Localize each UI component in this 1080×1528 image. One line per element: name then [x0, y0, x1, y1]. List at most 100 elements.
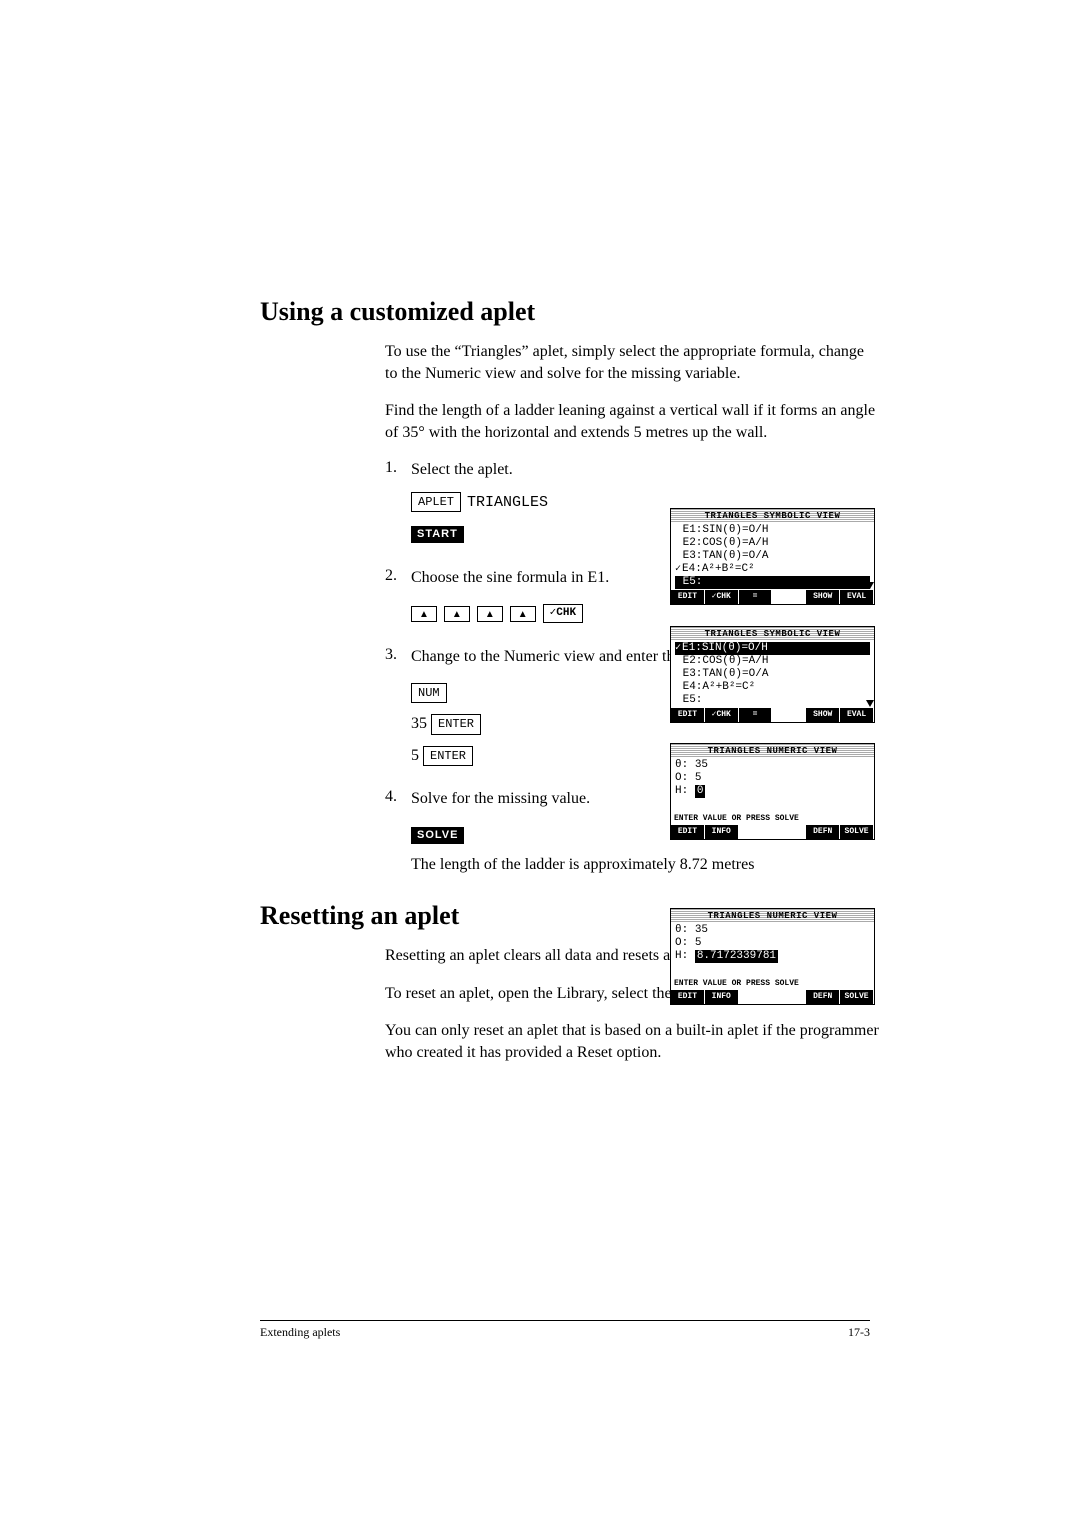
screen-2-body: E1:SIN(θ)=O/H E2:COS(θ)=A/H E3:TAN(θ)=O/… [671, 641, 874, 708]
screen-3-row3: H: 0 [675, 785, 870, 798]
menu-edit: EDIT [671, 708, 704, 722]
row-val: 35 [695, 924, 708, 936]
problem-para: Find the length of a ladder leaning agai… [385, 400, 880, 443]
step-1-text: Select the aplet. [411, 461, 513, 478]
step-2-keys: ▲ ▲ ▲ ▲ ✓CHK [411, 602, 880, 624]
row-val-hl: 8.7172339781 [695, 950, 778, 963]
menu-chk: ✓CHK [705, 708, 738, 722]
menu-blank [772, 708, 805, 722]
screen-1-menu: EDIT ✓CHK = SHOW EVAL [671, 590, 874, 604]
screen-3-body: θ: 35 O: 5 H: 0 [671, 758, 874, 812]
menu-eval: EVAL [840, 708, 873, 722]
page-footer: Extending aplets 17-3 [260, 1320, 870, 1340]
screen-1-l5: E5: [675, 576, 870, 589]
step-3-num: 3. [385, 646, 411, 770]
arrow-up-key-2: ▲ [444, 606, 470, 622]
intro-para: To use the “Triangles” aplet, simply sel… [385, 341, 880, 384]
row-label: θ: [675, 759, 688, 771]
arrow-up-key-4: ▲ [510, 606, 536, 622]
arrow-up-key-1: ▲ [411, 606, 437, 622]
screen-2-title: TRIANGLES SYMBOLIC VIEW [671, 627, 874, 641]
scroll-down-icon [866, 700, 874, 707]
menu-edit: EDIT [671, 590, 704, 604]
screen-3-title: TRIANGLES NUMERIC VIEW [671, 744, 874, 758]
reset-p3: You can only reset an aplet that is base… [385, 1020, 880, 1063]
footer-left: Extending aplets [260, 1325, 340, 1340]
arrow-up-key-3: ▲ [477, 606, 503, 622]
row-label: H: [675, 785, 688, 797]
step-4-text: Solve for the missing value. [411, 790, 590, 807]
aplet-key: APLET [411, 492, 461, 512]
screen-3-row1: θ: 35 [675, 759, 870, 772]
menu-show: SHOW [806, 708, 839, 722]
menu-blank [772, 590, 805, 604]
solve-key: SOLVE [411, 827, 464, 844]
screen-3-menu: EDIT INFO DEFN SOLVE [671, 825, 874, 839]
step-2-num: 2. [385, 567, 411, 628]
menu-edit: EDIT [671, 825, 704, 839]
row-label: O: [675, 772, 688, 784]
start-key: START [411, 526, 464, 543]
menu-defn: DEFN [806, 825, 839, 839]
screen-4-hint: ENTER VALUE OR PRESS SOLVE [671, 977, 874, 990]
menu-solve: SOLVE [840, 825, 873, 839]
footer-right: 17-3 [848, 1325, 870, 1340]
menu-blank [772, 825, 805, 839]
step-1-num: 1. [385, 459, 411, 548]
calc-screen-4: TRIANGLES NUMERIC VIEW θ: 35 O: 5 H: 8.7… [670, 908, 875, 1005]
menu-eq: = [739, 590, 772, 604]
screen-4-menu: EDIT INFO DEFN SOLVE [671, 990, 874, 1004]
aplet-name: TRIANGLES [467, 494, 548, 511]
val-5: 5 [411, 747, 419, 764]
screen-2-l4: E4:A²+B²=C² [675, 681, 870, 694]
screen-2-menu: EDIT ✓CHK = SHOW EVAL [671, 708, 874, 722]
enter-key-1: ENTER [431, 714, 481, 734]
row-label: O: [675, 937, 688, 949]
menu-blank [739, 825, 772, 839]
calc-screen-1: TRIANGLES SYMBOLIC VIEW E1:SIN(θ)=O/H E2… [670, 508, 875, 605]
screen-1-title: TRIANGLES SYMBOLIC VIEW [671, 509, 874, 523]
screen-1-l4: E4:A²+B²=C² [675, 563, 870, 576]
chk-key: ✓CHK [543, 604, 583, 623]
menu-eval: EVAL [840, 590, 873, 604]
screen-4-row1: θ: 35 [675, 924, 870, 937]
menu-chk: ✓CHK [705, 590, 738, 604]
val-35: 35 [411, 715, 427, 732]
screen-3-hint: ENTER VALUE OR PRESS SOLVE [671, 812, 874, 825]
screen-2-l2: E2:COS(θ)=A/H [675, 655, 870, 668]
menu-blank [739, 990, 772, 1004]
screen-4-title: TRIANGLES NUMERIC VIEW [671, 909, 874, 923]
row-val: 5 [695, 937, 702, 949]
screen-1-l3: E3:TAN(θ)=O/A [675, 550, 870, 563]
step-4-result: The length of the ladder is approximatel… [411, 854, 880, 876]
row-label: H: [675, 950, 688, 962]
calc-screen-3: TRIANGLES NUMERIC VIEW θ: 35 O: 5 H: 0 E… [670, 743, 875, 840]
screen-1-l1: E1:SIN(θ)=O/H [675, 524, 870, 537]
screen-1-body: E1:SIN(θ)=O/H E2:COS(θ)=A/H E3:TAN(θ)=O/… [671, 523, 874, 590]
step-4-num: 4. [385, 788, 411, 875]
enter-key-2: ENTER [423, 746, 473, 766]
calc-screen-2: TRIANGLES SYMBOLIC VIEW E1:SIN(θ)=O/H E2… [670, 626, 875, 723]
page: Using a customized aplet To use the “Tri… [0, 0, 1080, 1528]
menu-info: INFO [705, 825, 738, 839]
screen-4-body: θ: 35 O: 5 H: 8.7172339781 [671, 923, 874, 977]
screen-2-l5: E5: [675, 694, 870, 707]
row-label: θ: [675, 924, 688, 936]
screen-1-l2: E2:COS(θ)=A/H [675, 537, 870, 550]
screen-4-row2: O: 5 [675, 937, 870, 950]
step-2-text: Choose the sine formula in E1. [411, 569, 609, 586]
menu-blank [772, 990, 805, 1004]
screen-4-row3: H: 8.7172339781 [675, 950, 870, 963]
screen-3-row2: O: 5 [675, 772, 870, 785]
row-val: 5 [695, 772, 702, 784]
row-val: 35 [695, 759, 708, 771]
menu-show: SHOW [806, 590, 839, 604]
scroll-down-icon [866, 582, 874, 589]
menu-eq: = [739, 708, 772, 722]
menu-edit: EDIT [671, 990, 704, 1004]
num-key: NUM [411, 683, 447, 703]
section-using: Using a customized aplet [260, 297, 800, 327]
menu-defn: DEFN [806, 990, 839, 1004]
heading-using: Using a customized aplet [260, 297, 800, 327]
screen-2-l1: E1:SIN(θ)=O/H [675, 642, 870, 655]
